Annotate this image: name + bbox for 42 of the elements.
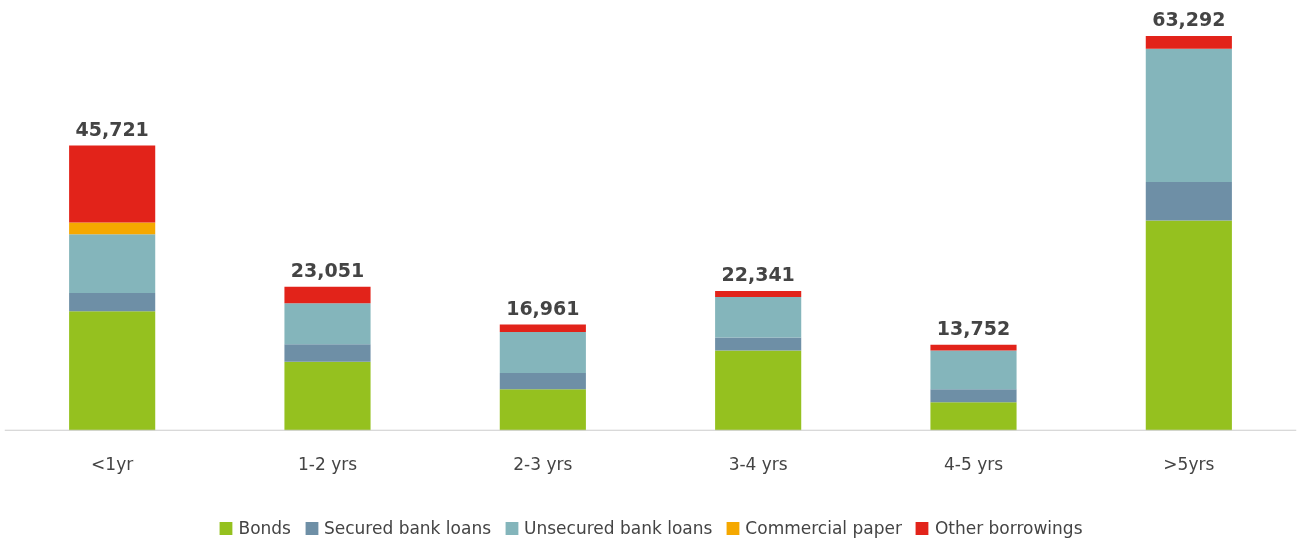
annotation: 22,341 — [721, 263, 795, 286]
bar — [499, 389, 586, 431]
bar — [284, 344, 371, 362]
annotation: 13,752 — [936, 316, 1011, 339]
legend-label: Commercial paper — [745, 518, 902, 538]
bar — [284, 286, 371, 304]
bar — [69, 311, 156, 431]
legend-label: Secured bank loans — [323, 518, 492, 538]
legend-label: Other borrowings — [934, 518, 1083, 538]
bar — [69, 222, 156, 235]
bar — [930, 389, 1017, 403]
bar — [284, 361, 371, 431]
bar — [499, 373, 586, 390]
annotation: 63,292 — [1152, 8, 1226, 31]
bar — [715, 350, 802, 431]
annotation: 23,051 — [290, 258, 365, 281]
x-tick-label: 2-3 yrs — [513, 453, 573, 474]
x-tick-label: 3-4 yrs — [728, 453, 788, 474]
bar — [715, 297, 802, 338]
bar — [1145, 36, 1232, 49]
bar — [69, 234, 156, 294]
bar — [499, 324, 586, 333]
bar — [715, 291, 802, 297]
bar — [1145, 220, 1232, 431]
annotation: 45,721 — [75, 117, 149, 140]
annotation: 16,961 — [506, 296, 580, 319]
bar — [284, 303, 371, 345]
bar — [715, 337, 802, 351]
bar — [1145, 181, 1232, 221]
bar — [1145, 48, 1232, 182]
bar — [69, 293, 156, 312]
bar — [499, 332, 586, 374]
bar — [930, 344, 1017, 351]
legend-label: Unsecured bank loans — [524, 518, 713, 538]
bar — [930, 402, 1017, 431]
x-tick-label: 1-2 yrs — [297, 453, 358, 474]
bar — [69, 145, 156, 223]
x-tick-label: <1yr — [91, 453, 134, 474]
x-tick-label: 4-5 yrs — [943, 453, 1004, 474]
bar — [930, 350, 1017, 390]
x-tick-label: >5yrs — [1163, 453, 1215, 474]
legend-label: Bonds — [238, 518, 291, 538]
